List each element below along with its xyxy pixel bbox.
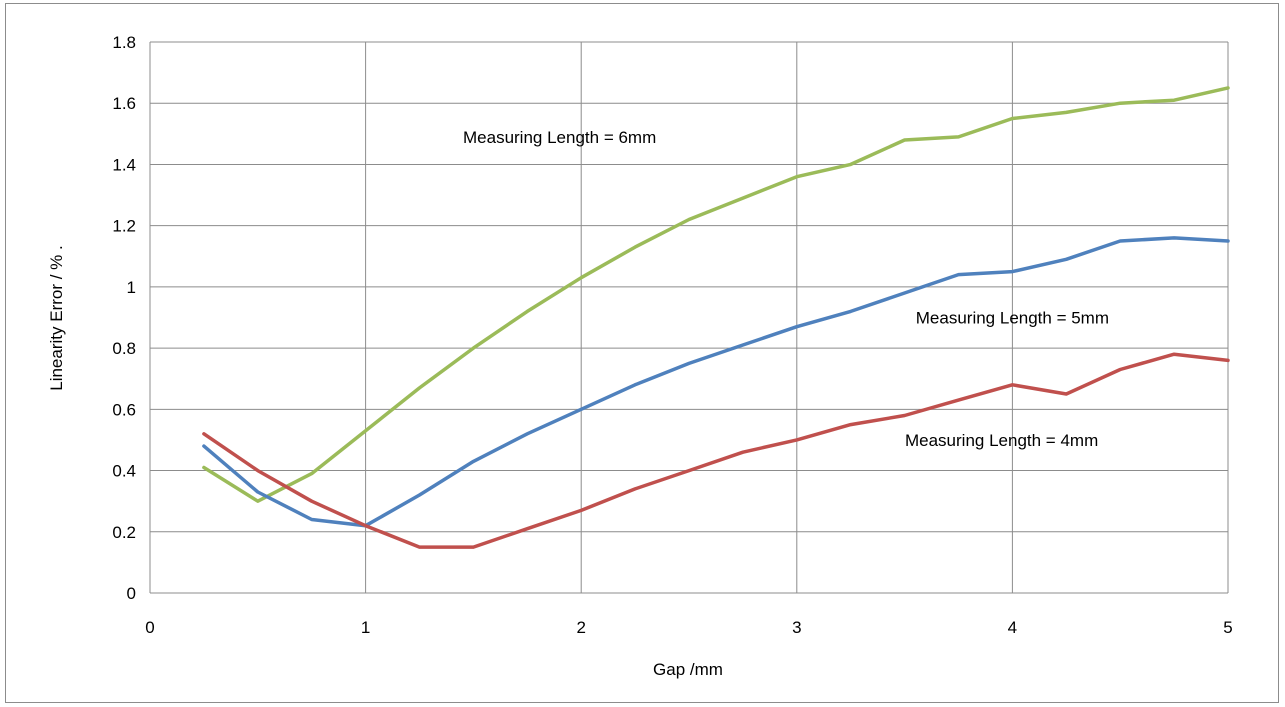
- series-line-2: [202, 236, 1230, 528]
- series-line-1: [202, 86, 1230, 503]
- series-line-3: [202, 352, 1230, 549]
- x-tick-label: 3: [792, 618, 801, 637]
- y-tick-label: 0.8: [112, 339, 136, 358]
- x-tick-label: 0: [145, 618, 154, 637]
- y-tick-label: 0.2: [112, 523, 136, 542]
- y-tick-label: 1.6: [112, 94, 136, 113]
- y-tick-label: 1.2: [112, 217, 136, 236]
- y-tick-label: 0.6: [112, 400, 136, 419]
- y-tick-label: 0.4: [112, 462, 136, 481]
- y-tick-label: 1: [127, 278, 136, 297]
- series-annotation-3: Measuring Length = 4mm: [905, 431, 1098, 450]
- y-tick-label: 1.4: [112, 155, 136, 174]
- series-annotations: Measuring Length = 6mm Measuring Length =…: [463, 128, 1109, 450]
- x-axis-title: Gap /mm: [653, 660, 723, 679]
- y-axis-title: Linearity Error / % .: [47, 245, 66, 391]
- chart-frame: [5, 3, 1279, 703]
- y-tick-label: 1.8: [112, 33, 136, 52]
- y-tick-label: 0: [127, 584, 136, 603]
- x-tick-label: 4: [1008, 618, 1017, 637]
- series-annotation-2: Measuring Length = 5mm: [916, 309, 1109, 328]
- x-tick-label: 2: [576, 618, 585, 637]
- series-lines: [202, 86, 1230, 549]
- x-tick-label: 5: [1223, 618, 1232, 637]
- x-tick-labels: 0 1 2 3 4 5: [145, 618, 1232, 637]
- series-annotation-1: Measuring Length = 6mm: [463, 128, 656, 147]
- x-tick-label: 1: [361, 618, 370, 637]
- y-tick-labels: 0 0.2 0.4 0.6 0.8 1 1.2 1.4 1.6 1.8: [112, 33, 136, 603]
- grid-lines: [149, 41, 1229, 594]
